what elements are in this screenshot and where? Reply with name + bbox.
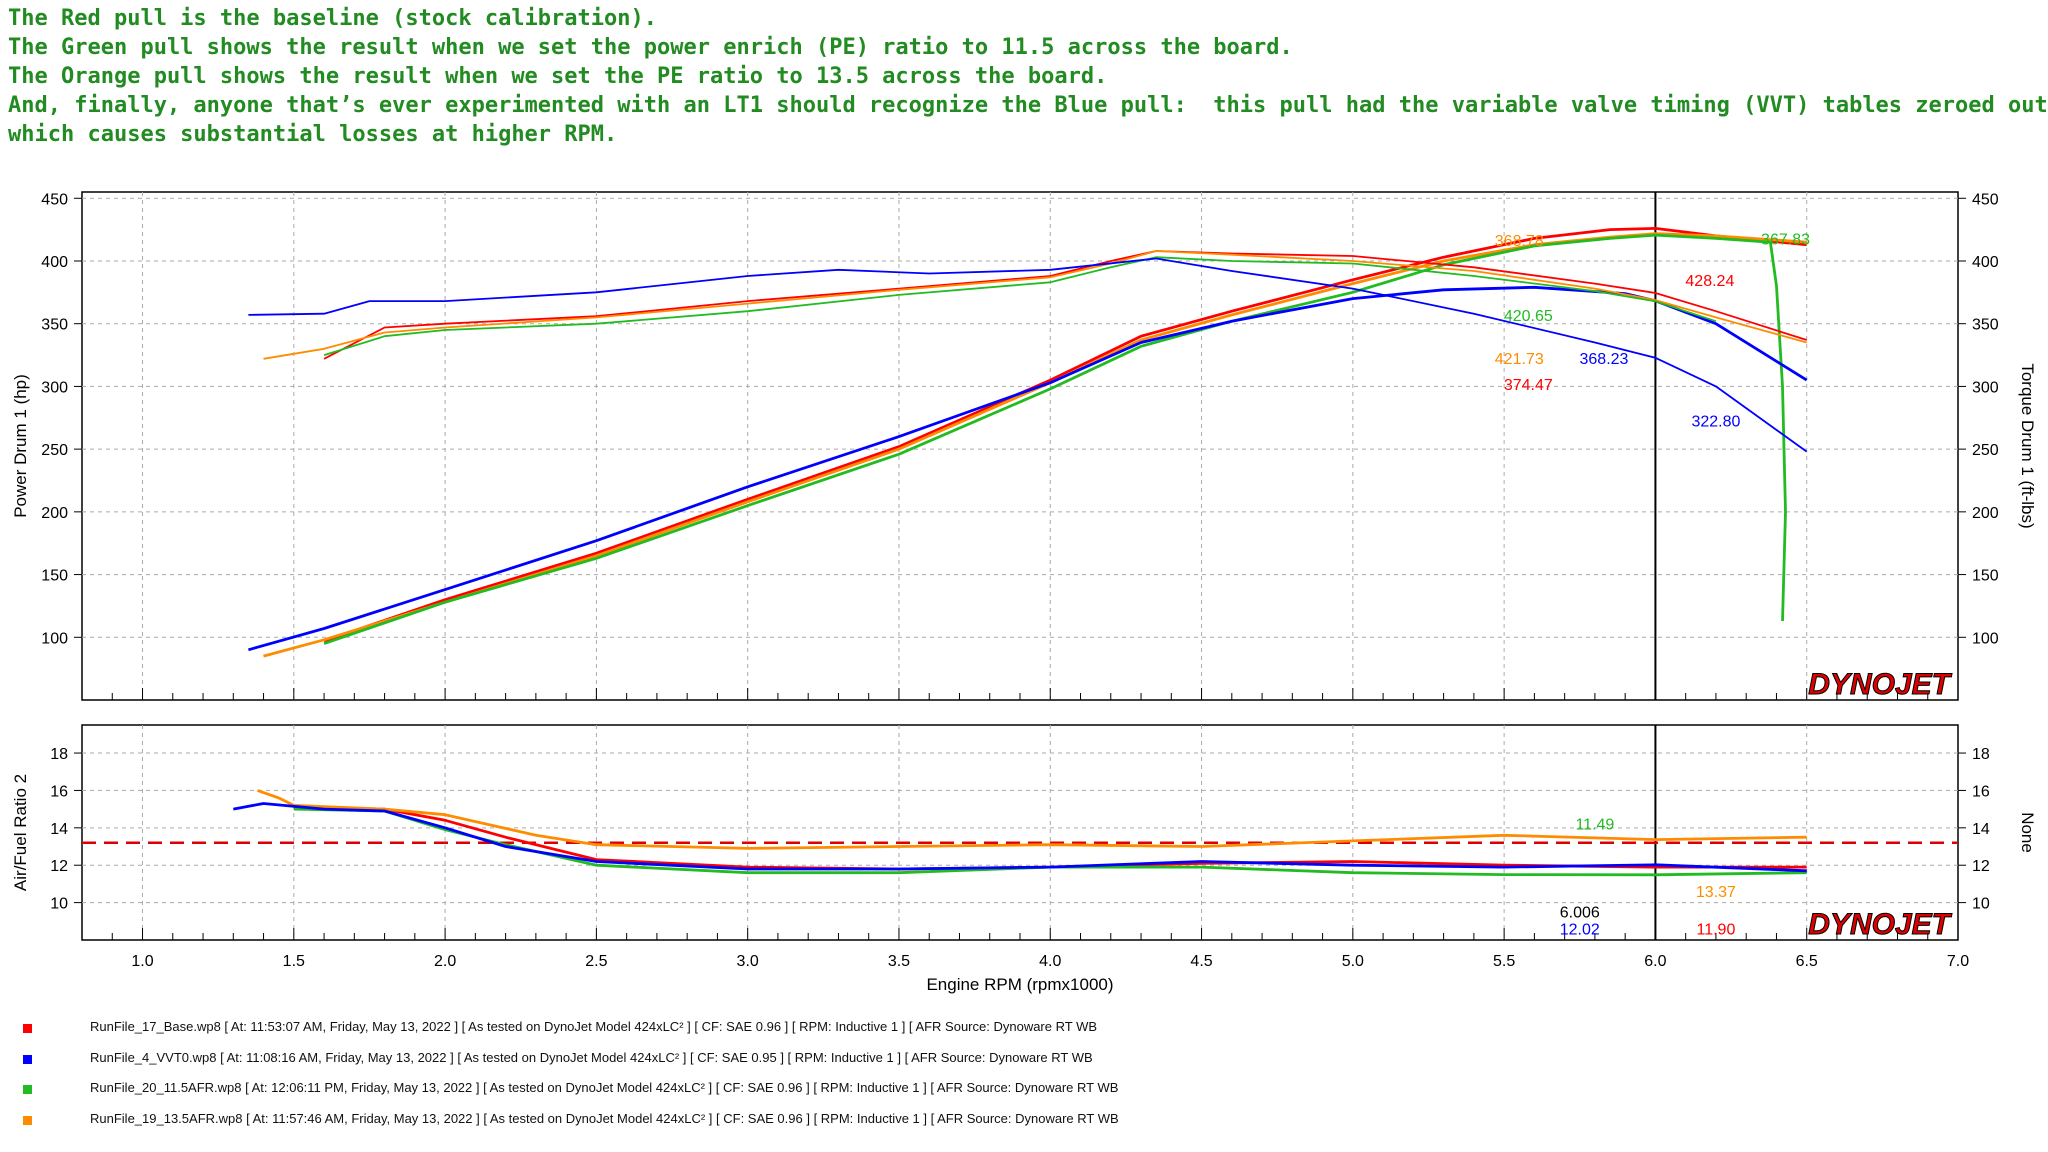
data-label: 13.37 (1696, 884, 1736, 901)
legend-swatch (23, 1054, 32, 1064)
series-red-power (323, 227, 1807, 643)
x-tick-label: 1.0 (131, 953, 153, 970)
y2-axis-title: Torque Drum 1 (ft-lbs) (2018, 363, 2037, 528)
x-tick-label: 5.0 (1342, 953, 1364, 970)
data-label: 374.47 (1504, 377, 1553, 394)
series-green-afr (293, 807, 1807, 877)
legend-text: RunFile_4_VVT0.wp8 [ At: 11:08:16 AM, Fr… (90, 1049, 1093, 1065)
y-tick-label: 300 (41, 379, 68, 396)
x-tick-label: 2.5 (585, 953, 607, 970)
x-tick-label: 2.0 (434, 953, 456, 970)
data-label: 428.24 (1685, 273, 1734, 290)
data-label: 420.65 (1504, 308, 1553, 325)
y2-tick-label: 300 (1972, 379, 1999, 396)
caption: The Red pull is the baseline (stock cali… (8, 4, 2048, 149)
y2-tick-label: 14 (1972, 821, 1990, 838)
dynojet-logo: DYNOJET (1808, 668, 1952, 701)
data-label: 322.80 (1691, 414, 1740, 431)
caption-line: The Red pull is the baseline (stock cali… (8, 6, 658, 31)
y-tick-label: 12 (50, 858, 68, 875)
caption-line: which causes substantial losses at highe… (8, 122, 618, 147)
y-tick-label: 18 (50, 746, 68, 763)
y-tick-label: 400 (41, 254, 68, 271)
y-tick-label: 10 (50, 896, 68, 913)
x-tick-label: 3.5 (888, 953, 910, 970)
legend-entry-red[interactable]: RunFile_17_Base.wp8 [ At: 11:53:07 AM, F… (20, 1018, 1520, 1049)
y-tick-label: 200 (41, 505, 68, 522)
caption-line: The Green pull shows the result when we … (8, 35, 1293, 60)
x-tick-label: 1.5 (283, 953, 305, 970)
y-tick-label: 250 (41, 442, 68, 459)
legend-text: RunFile_20_11.5AFR.wp8 [ At: 12:06:11 PM… (90, 1080, 1119, 1095)
y2-tick-label: 150 (1972, 568, 1999, 585)
y2-tick-label: 16 (1972, 783, 1990, 800)
x-tick-label: 5.5 (1493, 953, 1515, 970)
y2-tick-label: 100 (1972, 630, 1999, 647)
y-tick-label: 100 (41, 630, 68, 647)
run-legend: RunFile_17_Base.wp8 [ At: 11:53:07 AM, F… (20, 1018, 1520, 1140)
y-tick-label: 16 (50, 783, 68, 800)
data-label: 11.90 (1697, 921, 1736, 938)
x-tick-label: 4.5 (1190, 953, 1212, 970)
x-tick-label: 7.0 (1947, 953, 1969, 970)
data-label: 12.02 (1560, 921, 1600, 938)
x-axis-title: Engine RPM (rpmx1000) (926, 975, 1113, 994)
data-label: 368.23 (1580, 351, 1629, 368)
legend-entry-orange[interactable]: RunFile_19_13.5AFR.wp8 [ At: 11:57:46 AM… (20, 1110, 1520, 1141)
caption-line: And, finally, anyone that’s ever experim… (8, 93, 2048, 118)
x-tick-label: 4.0 (1039, 953, 1061, 970)
data-label: 368.78 (1495, 233, 1544, 250)
y2-tick-label: 200 (1972, 505, 1999, 522)
data-label: 6.006 (1560, 905, 1600, 922)
y2-tick-label: 12 (1972, 858, 1990, 875)
legend-entry-blue[interactable]: RunFile_4_VVT0.wp8 [ At: 11:08:16 AM, Fr… (20, 1049, 1520, 1080)
y2-tick-label: 450 (1972, 191, 1999, 208)
data-label: 421.73 (1495, 351, 1544, 368)
y-tick-label: 450 (41, 191, 68, 208)
x-tick-label: 3.0 (737, 953, 759, 970)
legend-swatch (23, 1024, 32, 1033)
y-tick-label: 150 (41, 568, 68, 585)
x-tick-label: 6.0 (1644, 953, 1666, 970)
y2-tick-label: 18 (1972, 746, 1990, 763)
y2-tick-label: 10 (1972, 896, 1990, 913)
data-label: 11.49 (1575, 817, 1614, 834)
y-axis-title: Air/Fuel Ratio 2 (11, 774, 30, 891)
legend-swatch (23, 1115, 32, 1125)
series-green-torque (323, 256, 1717, 356)
data-label: 367.83 (1761, 232, 1810, 249)
dynojet-logo: DYNOJET (1808, 908, 1952, 941)
y-tick-label: 14 (50, 821, 68, 838)
y-tick-label: 350 (41, 317, 68, 334)
y-axis-title: Power Drum 1 (hp) (11, 374, 30, 518)
y2-tick-label: 350 (1972, 317, 1999, 334)
series-blue-torque (248, 257, 1808, 453)
plot-frame (81, 724, 1959, 941)
series-orange-afr (257, 789, 1807, 850)
legend-text: RunFile_19_13.5AFR.wp8 [ At: 11:57:46 AM… (90, 1110, 1119, 1126)
x-tick-label: 6.5 (1796, 953, 1818, 970)
legend-text: RunFile_17_Base.wp8 [ At: 11:53:07 AM, F… (90, 1019, 1098, 1034)
y2-tick-label: 400 (1972, 254, 1999, 271)
y2-axis-title: None (2018, 812, 2037, 853)
plot-frame (81, 191, 1959, 701)
legend-swatch (23, 1085, 32, 1094)
caption-line: The Orange pull shows the result when we… (8, 64, 1108, 89)
series-blue-afr (233, 802, 1807, 873)
legend-entry-green[interactable]: RunFile_20_11.5AFR.wp8 [ At: 12:06:11 PM… (20, 1079, 1520, 1110)
y2-tick-label: 250 (1972, 442, 1999, 459)
series-red-torque (323, 250, 1807, 360)
